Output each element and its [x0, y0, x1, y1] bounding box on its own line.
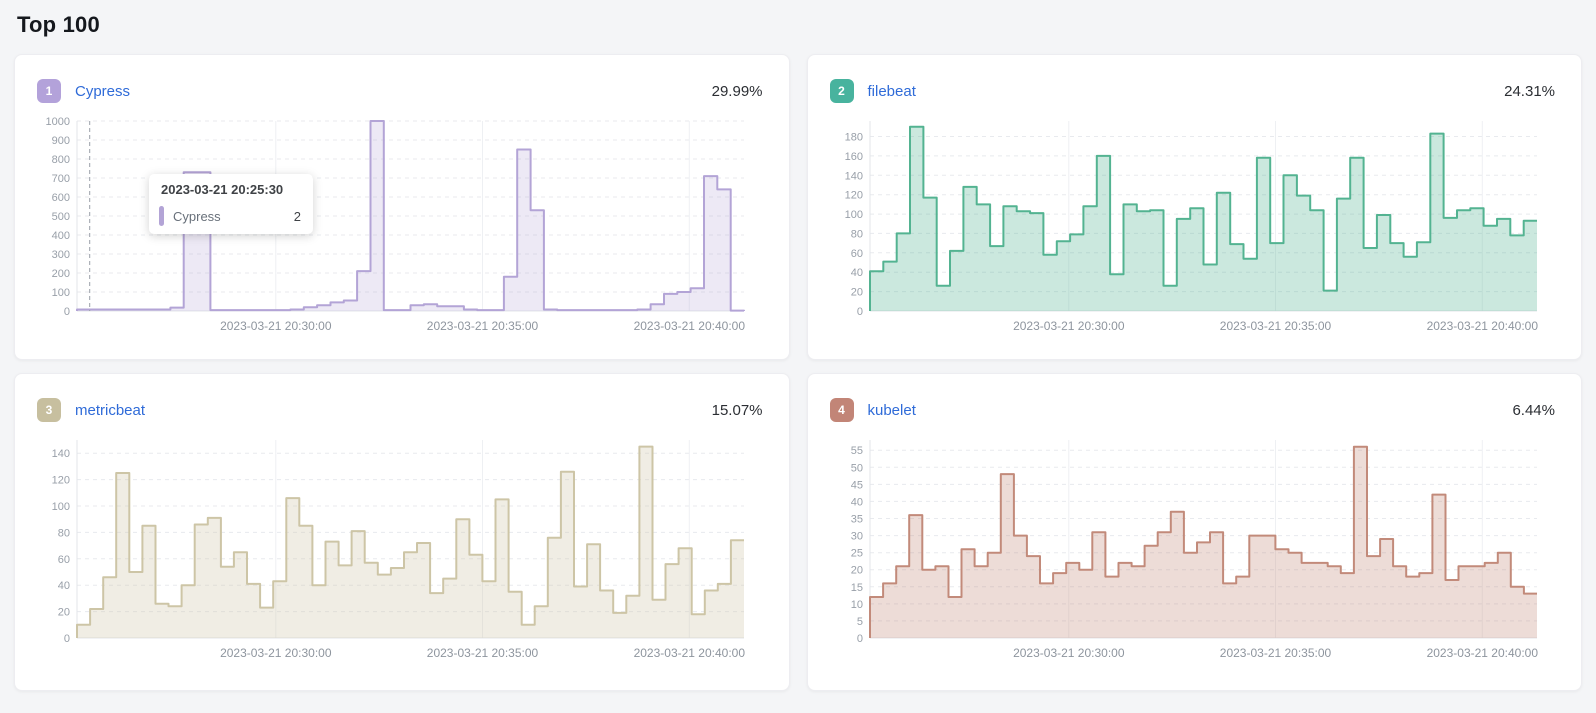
card-header: 3 metricbeat 15.07%	[37, 398, 763, 422]
svg-text:2023-03-21 20:30:00: 2023-03-21 20:30:00	[220, 319, 332, 333]
tooltip-timestamp: 2023-03-21 20:25:30	[161, 182, 284, 197]
svg-text:0: 0	[856, 306, 862, 318]
svg-text:400: 400	[52, 230, 70, 242]
percent-value: 15.07%	[711, 401, 763, 419]
chart-area[interactable]: 0 100 200 300 400 500 600 700 800 900 1000 2023-03-…	[37, 115, 763, 337]
percent-value: 6.44%	[1512, 401, 1555, 419]
svg-text:2023-03-21 20:35:00: 2023-03-21 20:35:00	[427, 646, 539, 660]
chart-title-link[interactable]: filebeat	[867, 82, 916, 100]
chart-area[interactable]: 0 20 40 60 80 100 120 140 2023-03-21 20:30:00 202…	[37, 434, 763, 664]
chart-area[interactable]: 0 20 40 60 80 100 120 140 160 180 2023-03-21 20:30…	[830, 115, 1556, 337]
tooltip-row: Cypress 2	[149, 204, 313, 226]
svg-text:50: 50	[850, 462, 862, 474]
svg-text:500: 500	[52, 211, 70, 223]
svg-text:160: 160	[844, 151, 862, 163]
svg-text:20: 20	[850, 287, 862, 299]
svg-text:1000: 1000	[46, 116, 70, 128]
percent-value: 29.99%	[711, 82, 763, 100]
chart-title-link[interactable]: kubelet	[867, 401, 916, 419]
chart-card-kubelet: 4 kubelet 6.44% 0 5 10 15 20 25 30 35 40 45 50 55 20…	[806, 373, 1582, 691]
svg-text:25: 25	[850, 548, 862, 560]
svg-text:60: 60	[850, 248, 862, 260]
svg-text:20: 20	[850, 565, 862, 577]
svg-text:180: 180	[844, 132, 862, 144]
svg-text:0: 0	[856, 633, 862, 645]
svg-text:5: 5	[856, 616, 862, 628]
card-header: 4 kubelet 6.44%	[829, 398, 1555, 422]
chart-title-link[interactable]: metricbeat	[75, 401, 146, 419]
rank-badge: 4	[829, 398, 854, 422]
svg-text:30: 30	[850, 531, 862, 543]
svg-text:2023-03-21 20:40:00: 2023-03-21 20:40:00	[634, 319, 746, 333]
svg-text:140: 140	[844, 170, 862, 182]
step-area-chart: 0 20 40 60 80 100 120 140 160 180 2023-03-21 20:30…	[844, 121, 1538, 333]
svg-text:100: 100	[52, 501, 70, 513]
svg-text:2023-03-21 20:30:00: 2023-03-21 20:30:00	[1013, 646, 1125, 660]
percent-value: 24.31%	[1504, 82, 1555, 100]
svg-text:120: 120	[52, 475, 70, 487]
svg-text:700: 700	[52, 173, 70, 185]
svg-text:40: 40	[850, 267, 862, 279]
svg-text:15: 15	[850, 582, 862, 594]
svg-text:55: 55	[850, 445, 862, 457]
svg-text:300: 300	[52, 249, 70, 261]
series-marker	[159, 206, 164, 226]
chart-area[interactable]: 0 5 10 15 20 25 30 35 40 45 50 55 2023-03-21 20:30:0…	[830, 434, 1556, 664]
rank-badge: 2	[829, 79, 854, 103]
step-area-chart: 0 5 10 15 20 25 30 35 40 45 50 55 2023-03-21 20:30:0…	[850, 440, 1538, 660]
page-title: Top 100	[17, 12, 100, 37]
svg-text:600: 600	[52, 192, 70, 204]
chart-title-link[interactable]: Cypress	[75, 82, 131, 100]
svg-text:0: 0	[64, 306, 70, 318]
charts-grid: 1 Cypress 29.99% 0 100 200 300 400 500 600 700 8…	[14, 54, 1582, 691]
svg-text:2023-03-21 20:40:00: 2023-03-21 20:40:00	[634, 646, 746, 660]
svg-text:2023-03-21 20:40:00: 2023-03-21 20:40:00	[1426, 646, 1538, 660]
svg-text:100: 100	[844, 209, 862, 221]
svg-text:100: 100	[52, 287, 70, 299]
tooltip-series-name: Cypress	[173, 208, 221, 224]
svg-text:800: 800	[52, 154, 70, 166]
tooltip-series-value: 2	[293, 208, 301, 224]
svg-text:2023-03-21 20:30:00: 2023-03-21 20:30:00	[220, 646, 332, 660]
card-header: 2 filebeat 24.31%	[829, 79, 1555, 103]
card-header: 1 Cypress 29.99%	[37, 79, 763, 103]
svg-text:900: 900	[52, 135, 70, 147]
svg-text:40: 40	[850, 496, 862, 508]
svg-text:35: 35	[850, 514, 862, 526]
chart-tooltip: 2023-03-21 20:25:30 Cypress 2	[149, 174, 313, 234]
svg-text:120: 120	[844, 190, 862, 202]
svg-text:2023-03-21 20:40:00: 2023-03-21 20:40:00	[1426, 319, 1538, 333]
step-area-chart: 0 100 200 300 400 500 600 700 800 900 1000 2023-03-…	[46, 116, 746, 333]
svg-text:45: 45	[850, 479, 862, 491]
svg-text:2023-03-21 20:30:00: 2023-03-21 20:30:00	[1013, 319, 1125, 333]
svg-text:20: 20	[58, 607, 70, 619]
svg-text:140: 140	[52, 448, 70, 460]
svg-text:10: 10	[850, 599, 862, 611]
dashboard-page: Top 100 1 Cypress 29.99% 0 100 200 300 400 50…	[14, 12, 1582, 691]
chart-card-filebeat: 2 filebeat 24.31% 0 20 40 60 80 100 120 140 160 1…	[806, 54, 1582, 360]
rank-badge: 1	[37, 79, 61, 103]
chart-card-metricbeat: 3 metricbeat 15.07% 0 20 40 60 80 100 120 140 20…	[14, 373, 790, 691]
svg-text:60: 60	[58, 554, 70, 566]
svg-text:2023-03-21 20:35:00: 2023-03-21 20:35:00	[427, 319, 539, 333]
chart-card-cypress: 1 Cypress 29.99% 0 100 200 300 400 500 600 700 8…	[14, 54, 790, 360]
step-area-chart: 0 20 40 60 80 100 120 140 2023-03-21 20:30:00 202…	[52, 440, 746, 660]
svg-text:80: 80	[850, 228, 862, 240]
svg-text:80: 80	[58, 527, 70, 539]
svg-text:2023-03-21 20:35:00: 2023-03-21 20:35:00	[1219, 646, 1331, 660]
svg-text:2023-03-21 20:35:00: 2023-03-21 20:35:00	[1219, 319, 1331, 333]
rank-badge: 3	[37, 398, 61, 422]
svg-text:40: 40	[58, 580, 70, 592]
svg-text:200: 200	[52, 268, 70, 280]
svg-text:0: 0	[64, 633, 70, 645]
